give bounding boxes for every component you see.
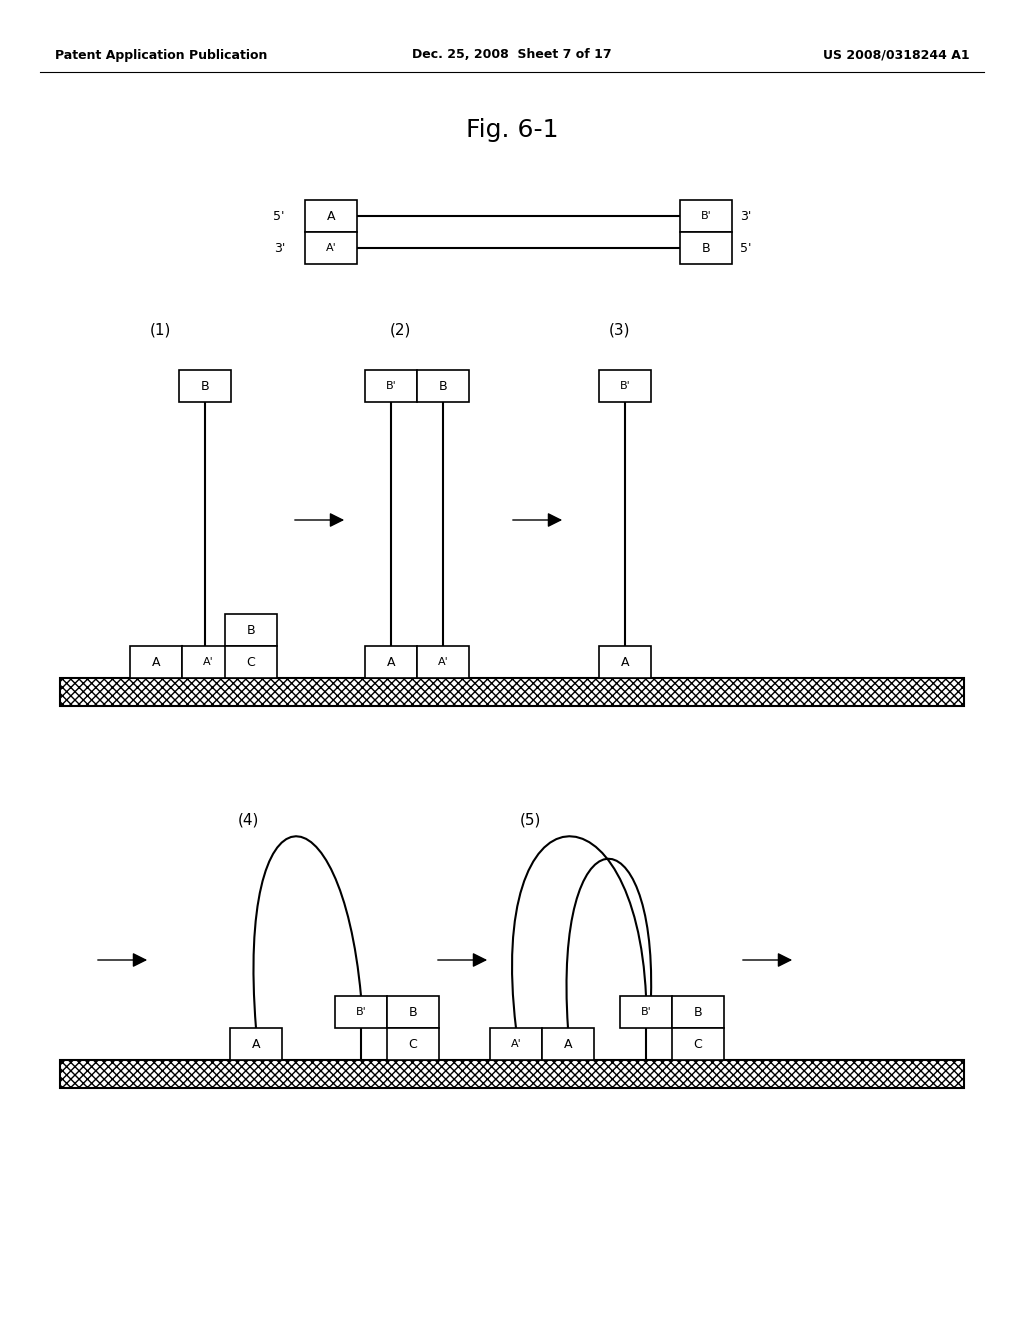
Text: Patent Application Publication: Patent Application Publication <box>55 49 267 62</box>
Text: B: B <box>701 242 711 255</box>
Bar <box>60 678 964 706</box>
Text: A': A' <box>203 657 213 667</box>
Text: A': A' <box>437 657 449 667</box>
Bar <box>417 645 469 678</box>
Text: A: A <box>252 1038 260 1051</box>
Bar <box>417 370 469 403</box>
Text: B: B <box>201 380 209 392</box>
Bar <box>620 997 672 1028</box>
Text: (2): (2) <box>389 322 411 338</box>
Bar <box>542 1028 594 1060</box>
Bar <box>680 201 732 232</box>
Text: A: A <box>152 656 160 668</box>
Text: B': B' <box>700 211 712 220</box>
Bar <box>230 1028 282 1060</box>
Bar <box>599 645 651 678</box>
Bar <box>182 645 234 678</box>
Text: B: B <box>438 380 447 392</box>
Bar <box>680 232 732 264</box>
Bar <box>599 370 651 403</box>
Bar <box>225 614 278 645</box>
Text: B: B <box>409 1006 418 1019</box>
Bar <box>365 370 417 403</box>
Text: (1): (1) <box>150 322 171 338</box>
Bar <box>225 645 278 678</box>
Text: A': A' <box>326 243 336 253</box>
Text: B': B' <box>641 1007 651 1016</box>
Text: B': B' <box>355 1007 367 1016</box>
Text: (3): (3) <box>609 322 631 338</box>
Bar <box>335 997 387 1028</box>
Bar <box>60 1060 964 1088</box>
Bar <box>490 1028 542 1060</box>
Text: A: A <box>621 656 630 668</box>
Bar <box>305 201 357 232</box>
Text: B: B <box>247 623 255 636</box>
Text: C: C <box>409 1038 418 1051</box>
Text: B': B' <box>386 381 396 391</box>
Text: A: A <box>564 1038 572 1051</box>
Text: C: C <box>693 1038 702 1051</box>
Text: Fig. 6-1: Fig. 6-1 <box>466 117 558 143</box>
Bar <box>387 1028 439 1060</box>
Text: (5): (5) <box>519 813 541 828</box>
Text: B: B <box>693 1006 702 1019</box>
Text: A: A <box>327 210 335 223</box>
Bar <box>365 645 417 678</box>
Text: (4): (4) <box>238 813 259 828</box>
Text: A: A <box>387 656 395 668</box>
Bar <box>672 997 724 1028</box>
Bar <box>305 232 357 264</box>
Text: US 2008/0318244 A1: US 2008/0318244 A1 <box>823 49 970 62</box>
Bar <box>130 645 182 678</box>
Bar <box>672 1028 724 1060</box>
Text: A': A' <box>511 1039 521 1049</box>
Text: Dec. 25, 2008  Sheet 7 of 17: Dec. 25, 2008 Sheet 7 of 17 <box>413 49 611 62</box>
Text: C: C <box>247 656 255 668</box>
Bar <box>179 370 231 403</box>
Text: 5': 5' <box>273 210 285 223</box>
Text: B': B' <box>620 381 631 391</box>
Text: 3': 3' <box>740 210 752 223</box>
Bar <box>387 997 439 1028</box>
Text: 5': 5' <box>740 242 752 255</box>
Text: 3': 3' <box>273 242 285 255</box>
